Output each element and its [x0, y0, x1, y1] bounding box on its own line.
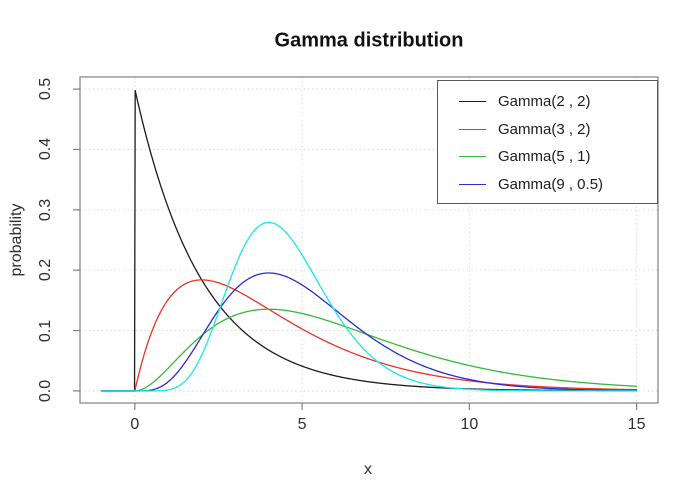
legend-line-swatch-blue: [459, 183, 486, 185]
plot-box: [79, 76, 659, 404]
y-tick-label: 0.3: [37, 198, 54, 221]
legend-line-swatch-black: [459, 101, 486, 103]
x-axis-label: x: [364, 461, 372, 478]
legend-line-swatch-green: [459, 156, 486, 158]
gamma-curve-4: [100, 221, 638, 392]
x-tick-label: 5: [297, 416, 307, 433]
y-tick-label: 0.5: [37, 77, 54, 101]
axis-ticks: [73, 88, 638, 410]
y-tick-label: 0.0: [37, 379, 54, 403]
legend-line-swatch-red: [459, 128, 486, 130]
legend-row-gamma-2-2: Gamma(2 , 2): [438, 88, 657, 116]
y-tick-label: 0.2: [37, 259, 54, 282]
legend-row-gamma-3-2: Gamma(3 , 2): [438, 116, 657, 144]
gamma-curve-2: [100, 308, 638, 392]
y-tick-label: 0.1: [37, 319, 54, 342]
gamma-curve-3: [100, 272, 638, 392]
x-tick-label: 15: [627, 416, 646, 433]
legend: Gamma(2 , 2) Gamma(3 , 2) Gamma(5 , 1) G…: [437, 80, 658, 204]
legend-label: Gamma(5 , 1): [498, 148, 591, 166]
x-tick-label: 10: [460, 416, 479, 433]
legend-label: Gamma(9 , 0.5): [498, 175, 604, 193]
chart-title: Gamma distribution: [274, 29, 464, 52]
legend-row-gamma-9-05: Gamma(9 , 0.5): [438, 171, 657, 199]
y-tick-label: 0.4: [37, 138, 54, 161]
legend-label: Gamma(3 , 2): [498, 120, 591, 138]
gamma-curve-1: [100, 279, 638, 392]
x-tick-label: 0: [130, 416, 140, 433]
y-axis-label: probability: [8, 203, 25, 277]
legend-row-gamma-5-1: Gamma(5 , 1): [438, 143, 657, 171]
curves: [100, 89, 638, 392]
legend-label: Gamma(2 , 2): [498, 93, 591, 111]
